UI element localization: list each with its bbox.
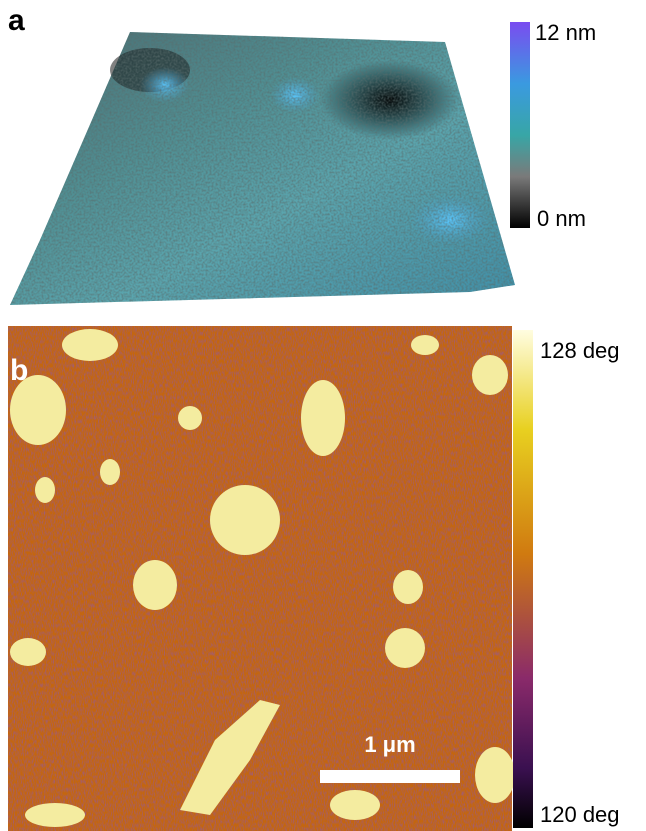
surface-texture: [10, 32, 515, 305]
phase-texture: [8, 326, 512, 831]
figure: a 12 nm 0 nm b 1 μm: [0, 0, 646, 831]
colorbar: [510, 22, 530, 228]
panel-b: b 1 μm 128 deg 120 deg: [8, 326, 620, 831]
colorbar-max-label: 128 deg: [540, 338, 620, 363]
scale-bar-label: 1 μm: [364, 732, 415, 757]
colorbar-min-label: 0 nm: [537, 206, 586, 231]
panel-label: b: [10, 354, 28, 387]
colorbar-min-label: 120 deg: [540, 802, 620, 827]
colorbar-max-label: 12 nm: [535, 20, 596, 45]
panel-a: a 12 nm 0 nm: [8, 4, 596, 305]
scale-bar: [320, 770, 460, 783]
panel-label: a: [8, 4, 25, 37]
colorbar: [513, 330, 533, 828]
